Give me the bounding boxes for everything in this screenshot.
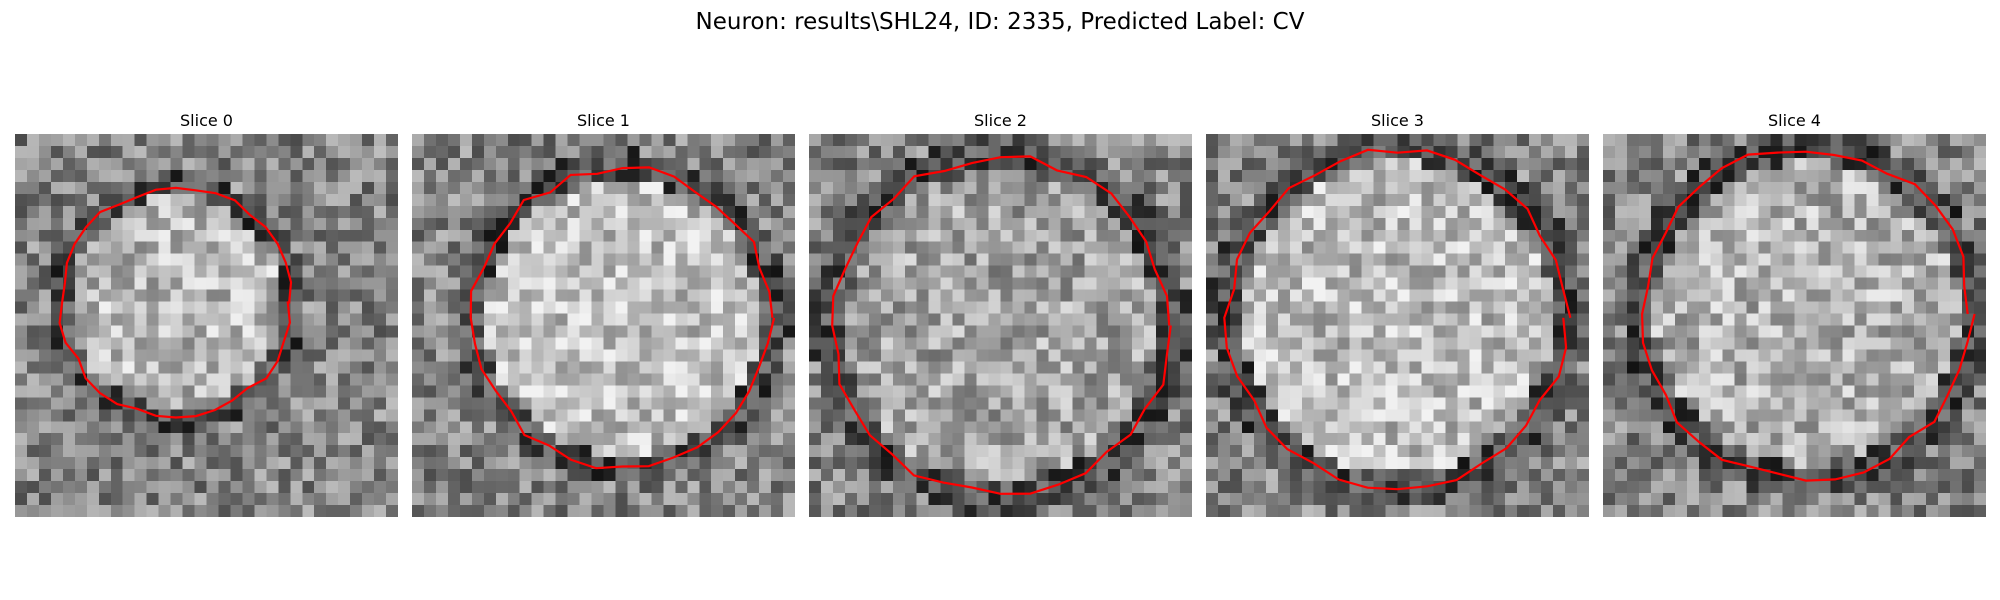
slice-panel-1: Slice 1 xyxy=(412,108,795,517)
contour-outline xyxy=(1640,150,1976,482)
slice-title: Slice 1 xyxy=(577,111,630,130)
contour-outline xyxy=(58,186,293,419)
pixel-grid xyxy=(15,134,398,517)
pixel-grid xyxy=(1603,134,1986,517)
slice-title: Slice 3 xyxy=(1371,111,1424,130)
pixel-grid xyxy=(412,134,795,517)
slice-image xyxy=(1603,134,1986,517)
slice-pixels xyxy=(1603,134,1986,517)
slice-title: Slice 4 xyxy=(1768,111,1821,130)
slice-title: Slice 0 xyxy=(180,111,233,130)
contour-outline xyxy=(1223,148,1572,491)
slice-panel-3: Slice 3 xyxy=(1206,108,1589,517)
slice-pixels xyxy=(809,134,1192,517)
slice-image xyxy=(809,134,1192,517)
figure-title: Neuron: results\SHL24, ID: 2335, Predict… xyxy=(695,9,1305,35)
pixel-grid xyxy=(809,134,1192,517)
slice-image xyxy=(412,134,795,517)
contour-outline xyxy=(831,155,1172,495)
slice-pixels xyxy=(1206,134,1589,517)
slice-image xyxy=(15,134,398,517)
pixel-grid xyxy=(1206,134,1589,517)
slice-pixels xyxy=(15,134,398,517)
slice-title: Slice 2 xyxy=(974,111,1027,130)
contour-outline xyxy=(469,166,776,470)
slice-panel-0: Slice 0 xyxy=(15,108,398,517)
slice-panel-2: Slice 2 xyxy=(809,108,1192,517)
slice-image xyxy=(1206,134,1589,517)
slice-panel-4: Slice 4 xyxy=(1603,108,1986,517)
slice-pixels xyxy=(412,134,795,517)
